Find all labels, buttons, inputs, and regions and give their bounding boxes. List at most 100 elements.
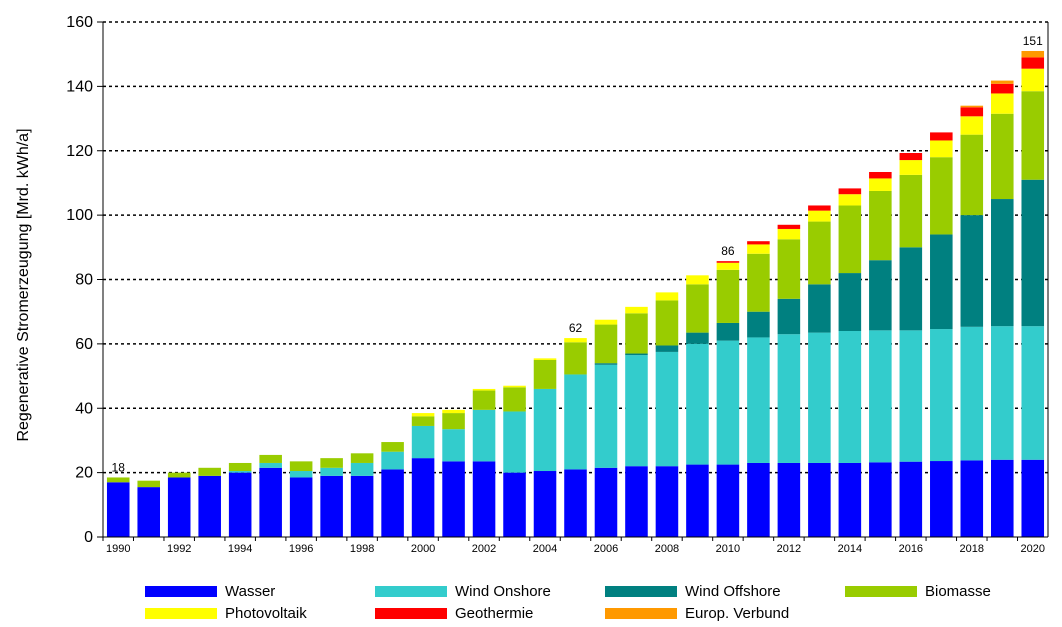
- bar-segment: [533, 358, 557, 360]
- x-tick-label: 1996: [289, 543, 313, 555]
- bar-segment: [869, 190, 892, 261]
- legend-item: Geothermie: [375, 602, 533, 624]
- legend-label: Geothermie: [455, 604, 534, 622]
- bar-segment: [533, 359, 557, 389]
- bar-segment: [716, 269, 740, 323]
- bar-segment: [869, 178, 892, 191]
- bar-segment: [289, 471, 313, 478]
- x-tick-label: 2018: [960, 543, 984, 555]
- bar-segment: [259, 454, 282, 463]
- bar-segment: [747, 311, 770, 338]
- bar-segment: [625, 306, 648, 314]
- bar-segment: [472, 390, 496, 410]
- bar-segment: [990, 459, 1014, 537]
- bar-segment: [411, 425, 435, 459]
- bar-layer: [106, 50, 1045, 537]
- bar-segment: [564, 374, 587, 470]
- bar-segment: [503, 387, 526, 412]
- bar-segment: [960, 460, 984, 537]
- bar-segment: [381, 451, 404, 470]
- bar-segment: [442, 413, 465, 430]
- bar-segment: [503, 411, 526, 473]
- bar-segment: [747, 337, 770, 463]
- bar-segment: [228, 472, 252, 537]
- bar-segment: [777, 228, 801, 240]
- legend-item: Wind Onshore: [375, 580, 551, 602]
- bar-segment: [869, 171, 892, 179]
- bar-segment: [838, 205, 862, 274]
- bar-segment: [442, 461, 465, 537]
- bar-segment: [1021, 91, 1045, 180]
- bar-segment: [655, 292, 679, 301]
- bar-segment: [1021, 179, 1045, 327]
- legend-swatch: [145, 607, 217, 619]
- total-data-label: 151: [1023, 34, 1043, 48]
- bar-segment: [1021, 326, 1045, 460]
- y-tick-label: 0: [84, 529, 93, 546]
- y-tick-label: 120: [66, 143, 93, 160]
- bar-segment: [990, 326, 1014, 460]
- legend-swatch: [605, 585, 677, 597]
- legend-label: Wind Onshore: [455, 582, 551, 600]
- bar-segment: [716, 261, 740, 263]
- bar-segment: [442, 429, 465, 462]
- bar-segment: [381, 442, 404, 452]
- bar-segment: [350, 475, 374, 537]
- legend-swatch: [605, 607, 677, 619]
- bar-segment: [1021, 68, 1045, 92]
- legend-label: Wind Offshore: [685, 582, 781, 600]
- bar-segment: [472, 461, 496, 537]
- bar-segment: [320, 458, 343, 468]
- bar-segment: [869, 260, 892, 331]
- bar-segment: [1021, 50, 1045, 58]
- x-tick-label: 2008: [655, 543, 679, 555]
- bar-segment: [808, 205, 831, 211]
- bar-segment: [655, 300, 679, 346]
- legend-swatch: [845, 585, 917, 597]
- bar-segment: [167, 472, 191, 478]
- bar-segment: [747, 241, 770, 245]
- bar-segment: [381, 469, 404, 537]
- bar-segment: [625, 355, 648, 467]
- y-tick-label: 160: [66, 14, 93, 31]
- x-tick-label: 2004: [533, 543, 557, 555]
- bar-segment: [808, 210, 831, 222]
- bar-segment: [899, 160, 923, 175]
- bar-segment: [838, 331, 862, 463]
- bar-segment: [594, 467, 618, 537]
- bar-segment: [564, 469, 587, 537]
- bar-segment: [899, 330, 923, 462]
- bar-segment: [594, 324, 618, 364]
- bar-segment: [899, 174, 923, 248]
- bar-segment: [137, 480, 161, 488]
- x-tick-label: 1994: [228, 543, 252, 555]
- y-tick-label: 60: [75, 336, 93, 353]
- bar-segment: [716, 262, 740, 270]
- bar-segment: [289, 461, 313, 472]
- bar-segment: [259, 462, 282, 468]
- bar-segment: [990, 83, 1014, 94]
- y-tick-label: 40: [75, 400, 93, 417]
- bar-segment: [411, 416, 435, 426]
- bar-segment: [930, 140, 953, 158]
- legend-item: Photovoltaik: [145, 602, 307, 624]
- bar-segment: [747, 253, 770, 312]
- bar-segment: [869, 462, 892, 537]
- y-tick-label: 80: [75, 272, 93, 289]
- bar-segment: [1021, 459, 1045, 537]
- bar-segment: [686, 343, 709, 465]
- bar-segment: [747, 244, 770, 254]
- bar-segment: [533, 388, 557, 472]
- bar-segment: [960, 107, 984, 117]
- bar-segment: [686, 284, 709, 333]
- bar-segment: [533, 471, 557, 537]
- bar-segment: [930, 461, 953, 537]
- bar-segment: [808, 462, 831, 537]
- bar-segment: [503, 385, 526, 388]
- bar-segment: [930, 234, 953, 330]
- bar-segment: [808, 221, 831, 285]
- bar-segment: [167, 477, 191, 537]
- bar-segment: [259, 467, 282, 537]
- bar-segment: [960, 215, 984, 327]
